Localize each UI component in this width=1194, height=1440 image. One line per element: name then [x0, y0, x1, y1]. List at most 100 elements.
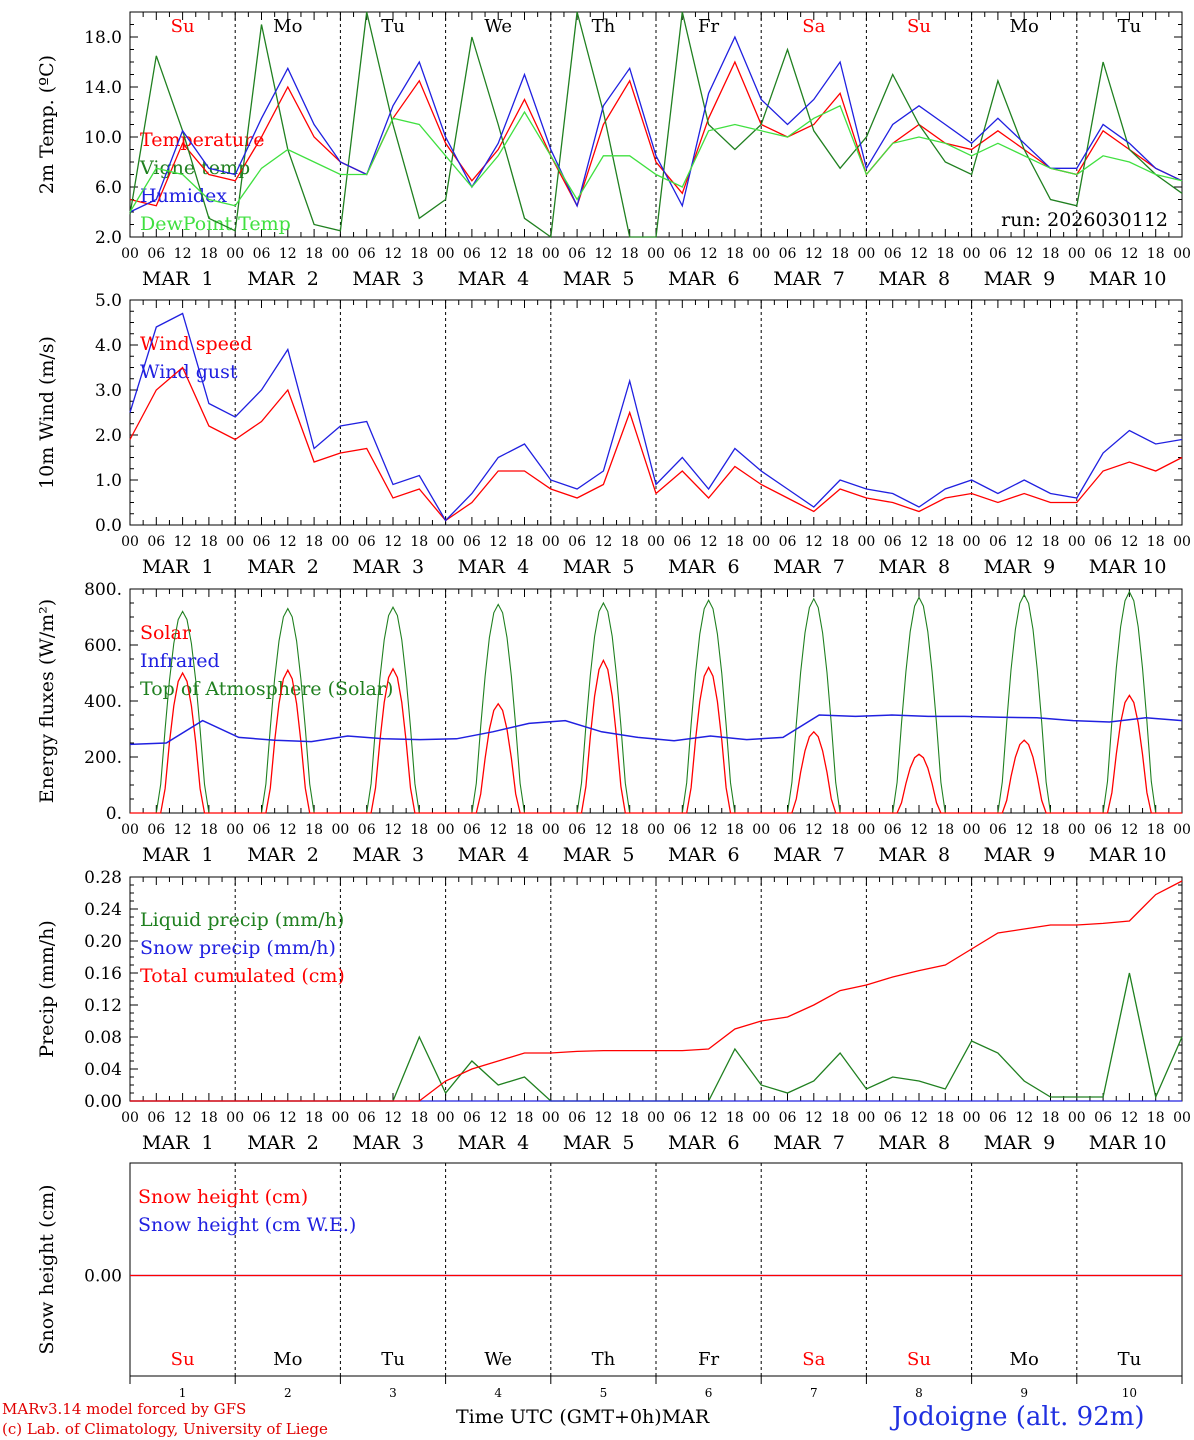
- day-label: MAR 10: [1089, 556, 1167, 578]
- legend-entry: Temperature: [140, 129, 264, 151]
- hour-tick-label: 12: [384, 822, 402, 838]
- hour-tick-label: 06: [463, 1110, 481, 1126]
- day-label: MAR 10: [1089, 268, 1167, 290]
- hour-tick-label: 12: [279, 1110, 297, 1126]
- hour-tick-label: 00: [963, 822, 981, 838]
- hour-tick-label: 06: [463, 246, 481, 262]
- hour-tick-label: 06: [463, 822, 481, 838]
- y-tick-label: 0.24: [84, 900, 122, 920]
- day-label: MAR 3: [352, 1132, 424, 1154]
- hour-tick-label: 12: [805, 822, 823, 838]
- day-number: 1: [179, 1386, 187, 1400]
- day-label: MAR 8: [878, 1132, 950, 1154]
- hour-tick-label: 06: [1094, 246, 1112, 262]
- legend-entry: Wind gust: [140, 361, 238, 383]
- day-label: MAR 6: [668, 844, 740, 866]
- day-label: MAR 4: [458, 1132, 530, 1154]
- hour-tick-label: 00: [437, 822, 455, 838]
- y-tick-label: 0.20: [84, 932, 122, 952]
- hour-tick-label: 18: [936, 246, 954, 262]
- hour-tick-label: 00: [331, 822, 349, 838]
- hour-tick-label: 12: [384, 1110, 402, 1126]
- hour-tick-label: 12: [174, 534, 192, 550]
- hour-tick-label: 18: [1147, 1110, 1165, 1126]
- hour-tick-label: 12: [384, 246, 402, 262]
- panel-frame-3: [129, 588, 1183, 814]
- y-tick-label: 2.0: [95, 228, 122, 248]
- weekday-label-bottom: Tu: [381, 1349, 405, 1370]
- day-label: MAR 5: [563, 268, 635, 290]
- hour-tick-label: 00: [542, 246, 560, 262]
- weekday-label-top: Fr: [698, 16, 719, 37]
- day-label: MAR 7: [773, 844, 845, 866]
- hour-tick-label: 18: [200, 534, 218, 550]
- hour-tick-label: 18: [1147, 822, 1165, 838]
- hour-tick-label: 06: [147, 822, 165, 838]
- series-line-infrared: [129, 714, 1183, 746]
- hour-tick-label: 06: [147, 534, 165, 550]
- hour-tick-label: 18: [305, 246, 323, 262]
- hour-tick-label: 06: [884, 1110, 902, 1126]
- hour-tick-label: 18: [936, 822, 954, 838]
- station-name: Jodoigne (alt. 92m): [892, 1402, 1145, 1432]
- hour-tick-label: 06: [1094, 822, 1112, 838]
- hour-tick-label: 18: [1147, 534, 1165, 550]
- hour-tick-label: 00: [437, 534, 455, 550]
- y-tick-label: 4.0: [95, 336, 122, 356]
- hour-tick-label: 00: [1173, 822, 1191, 838]
- series-line-wind-gust: [129, 312, 1183, 522]
- weekday-label-top: Tu: [381, 16, 405, 37]
- hour-tick-label: 00: [857, 822, 875, 838]
- panel-frame-1: [129, 11, 1183, 238]
- hour-tick-label: 12: [1120, 1110, 1138, 1126]
- day-label: MAR 5: [563, 844, 635, 866]
- y-tick-label: 0.08: [84, 1028, 122, 1048]
- day-label: MAR 6: [668, 268, 740, 290]
- hour-tick-label: 18: [936, 534, 954, 550]
- meteogram: 00 06 12 18 00 06 12 18 00 06 12 18 00 06 12 18 00 06 12 18…: [36, 11, 1191, 1400]
- hour-tick-label: 00: [1173, 1110, 1191, 1126]
- legend-entry: Infrared: [140, 650, 220, 672]
- series-line-total-cumulated-cm-: [130, 880, 1183, 1102]
- y-tick-label: 0.00: [84, 1092, 122, 1112]
- series-line-wind-speed: [129, 366, 1183, 522]
- series-line-temperature: [129, 60, 1183, 208]
- day-label: MAR 1: [142, 268, 214, 290]
- hour-tick-label: 12: [805, 534, 823, 550]
- hour-tick-label: 06: [358, 534, 376, 550]
- hour-tick-label: 12: [489, 534, 507, 550]
- hour-tick-label: 12: [489, 1110, 507, 1126]
- weekday-label-bottom: Th: [592, 1349, 616, 1370]
- hour-tick-label: 00: [752, 246, 770, 262]
- hour-tick-label: 06: [989, 534, 1007, 550]
- day-label: MAR 9: [984, 556, 1056, 578]
- hour-tick-label: 18: [516, 246, 534, 262]
- day-label: MAR 5: [563, 556, 635, 578]
- weekday-label-top: Su: [907, 16, 931, 37]
- hour-tick-label: 00: [226, 822, 244, 838]
- legend-entry: Vigne temp: [139, 157, 250, 179]
- day-number: 8: [915, 1386, 923, 1400]
- hour-tick-label: 00: [1173, 246, 1191, 262]
- hour-tick-label: 06: [253, 822, 271, 838]
- day-label: MAR 6: [668, 1132, 740, 1154]
- hour-tick-label: 00: [963, 534, 981, 550]
- hour-tick-label: 18: [831, 1110, 849, 1126]
- hour-tick-label: 12: [279, 246, 297, 262]
- hour-tick-label: 00: [542, 1110, 560, 1126]
- day-label: MAR 10: [1089, 844, 1167, 866]
- hour-tick-label: 06: [253, 534, 271, 550]
- hour-tick-label: 00: [857, 534, 875, 550]
- y-tick-label: 0.04: [84, 1060, 122, 1080]
- hour-tick-label: 12: [805, 1110, 823, 1126]
- weekday-label-bottom: Sa: [802, 1349, 825, 1370]
- hour-tick-label: 00: [331, 246, 349, 262]
- hour-tick-label: 12: [1120, 822, 1138, 838]
- hour-tick-label: 00: [647, 1110, 665, 1126]
- hour-tick-label: 18: [200, 822, 218, 838]
- day-label: MAR 4: [458, 844, 530, 866]
- hour-tick-label: 18: [831, 246, 849, 262]
- hour-tick-label: 00: [121, 1110, 139, 1126]
- hour-tick-label: 18: [726, 246, 744, 262]
- hour-tick-label: 12: [700, 1110, 718, 1126]
